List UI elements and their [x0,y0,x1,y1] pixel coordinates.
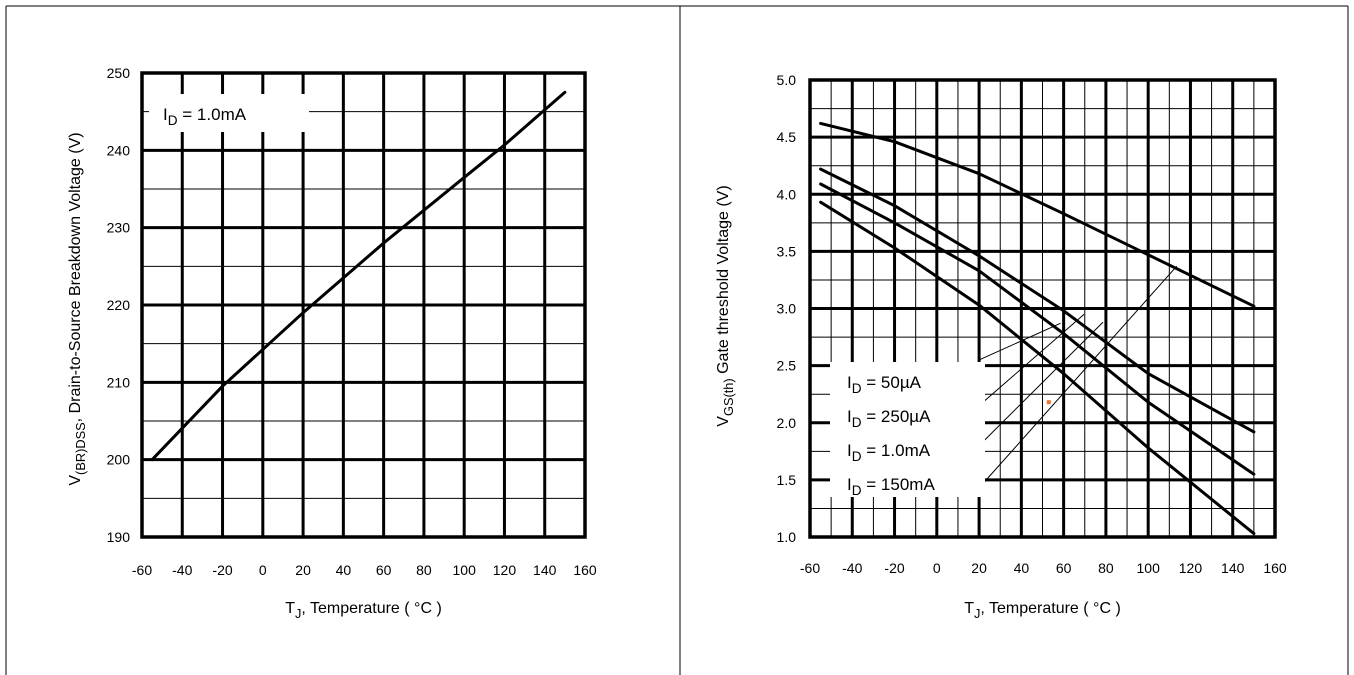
x-tick-label: 20 [971,560,987,576]
x-tick-label: -60 [800,560,820,576]
y-axis-title: VGS(th) Gate threshold Voltage (V) [715,185,736,426]
series-line-3 [819,167,1256,434]
legend-leader-line [978,321,1104,446]
legend-leader-line [978,265,1178,489]
legend-entry-subscript: D [852,415,862,430]
y-tick-label: 4.5 [777,129,797,145]
legend-leader-line [978,313,1085,406]
legend-leader-line [978,322,1061,361]
y-tick-label: 2.0 [777,415,797,431]
y-tick-label: 3.0 [777,301,797,317]
y-tick-label: 240 [107,142,131,158]
x-tick-label: 20 [295,562,311,578]
y-tick-label: 230 [107,220,131,236]
condition-annotation: ID = 1.0mA [163,105,247,128]
x-tick-label: -20 [884,560,904,576]
x-tick-label: 40 [336,562,352,578]
legend-entry-rest: = 50µA [862,373,922,392]
y-axis-title-subscript: GS(th) [721,378,736,416]
x-tick-label: 60 [1056,560,1072,576]
y-axis-title-main: V [67,475,84,486]
y-axis-title: V(BR)DSS, Drain-to-Source Breakdown Volt… [67,132,88,485]
y-tick-label: 5.0 [777,72,797,88]
condition-annotation-main: I [163,105,168,124]
legend-entry-main: I [847,475,852,494]
x-tick-label: 80 [416,562,432,578]
gate-threshold-voltage-chart: -60 -40 -20 0 20 40 60 80 100 120 140 160 1.0 1.5 2.0 2… [715,72,1287,621]
legend-box [830,362,985,497]
y-tick-label: 3.5 [777,243,797,259]
x-tick-label: 120 [1179,560,1203,576]
y-tick-label: 220 [107,297,131,313]
x-axis-title-subscript: J [974,606,980,621]
x-tick-label: 160 [573,562,597,578]
x-tick-label: 160 [1263,560,1287,576]
legend-entry-subscript: D [852,381,862,396]
x-tick-label: 100 [1137,560,1161,576]
y-tick-label: 1.5 [777,472,797,488]
annotation-box [149,94,309,132]
condition-annotation-rest: = 1.0mA [178,105,247,124]
x-axis-title-subscript: J [295,606,301,621]
legend-entry-main: I [847,407,852,426]
x-tick-label: 120 [493,562,517,578]
y-axis-title-rest: , Drain-to-Source Breakdown Voltage (V) [67,132,84,422]
series-line-1 [819,200,1256,536]
x-axis-title-rest: , Temperature ( °C ) [301,600,441,617]
x-tick-label: 140 [1221,560,1245,576]
x-axis-title: TJ, Temperature ( °C ) [964,600,1121,621]
breakdown-voltage-chart: -60 -40 -20 0 20 40 60 80 100 120 140 160 190 200 210 2… [67,65,597,621]
x-tick-label: -40 [172,562,192,578]
x-tick-label: 0 [259,562,267,578]
figure-frame [5,5,1349,675]
x-tick-label: -40 [842,560,862,576]
y-tick-label: 250 [107,65,131,81]
y-axis-title-subscript: (BR)DSS [73,422,88,475]
y-tick-label: 200 [107,452,131,468]
legend-entry-main: I [847,373,852,392]
x-axis-title-rest: , Temperature ( °C ) [980,600,1120,617]
x-tick-label: 100 [453,562,477,578]
condition-annotation-subscript: D [168,113,178,128]
x-axis-title-main: T [964,600,974,617]
x-tick-label: 40 [1014,560,1030,576]
x-tick-label: 0 [933,560,941,576]
legend-entry-rest: = 150mA [862,475,936,494]
legend-entry: ID = 150mA [847,475,935,498]
y-tick-label: 190 [107,529,131,545]
series-line-2 [819,182,1256,476]
data-marker [1046,400,1051,405]
x-tick-label: 80 [1098,560,1114,576]
legend-entry-rest: = 250µA [862,407,932,426]
legend-entry: ID = 1.0mA [847,441,931,464]
legend-entry: ID = 50µA [847,373,922,396]
plot-border [140,71,587,539]
series-line-4 [819,121,1256,308]
legend-entry-main: I [847,441,852,460]
legend-entry-subscript: D [852,449,862,464]
y-tick-label: 1.0 [777,529,797,545]
y-tick-label: 4.0 [777,186,797,202]
series-line-1 [150,90,567,462]
x-tick-label: 140 [533,562,557,578]
y-tick-label: 2.5 [777,358,797,374]
plot-border [808,78,1277,539]
legend-entry-rest: = 1.0mA [862,441,931,460]
y-tick-label: 210 [107,374,131,390]
x-axis-title: TJ, Temperature ( °C ) [285,600,442,621]
x-tick-label: 60 [376,562,392,578]
legend-entry: ID = 250µA [847,407,931,430]
x-axis-title-main: T [285,600,295,617]
legend-entry-subscript: D [852,483,862,498]
y-axis-title-rest: Gate threshold Voltage (V) [715,185,732,378]
x-tick-label: -20 [212,562,232,578]
x-tick-label: -60 [132,562,152,578]
y-axis-title-main: V [715,416,732,427]
